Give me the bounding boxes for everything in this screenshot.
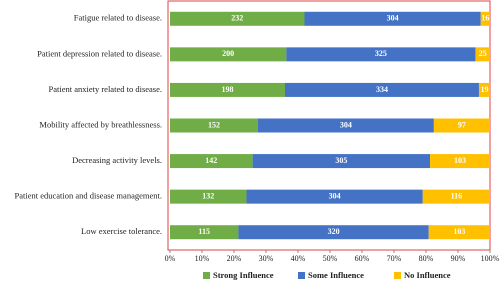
legend-swatch: [203, 272, 210, 279]
x-tick-label: 10%: [195, 254, 210, 263]
bar-segment: [170, 154, 253, 169]
value-label: 304: [340, 120, 352, 129]
bar-segment: [170, 225, 239, 240]
bar-segment: [284, 82, 479, 97]
bar-segment: [478, 82, 490, 97]
value-label: 103: [454, 156, 466, 165]
value-label: 232: [231, 14, 243, 23]
value-label: 320: [328, 227, 340, 236]
legend-label: No Influence: [404, 270, 451, 280]
x-tick-label: 70%: [387, 254, 402, 263]
category-label: Mobility affected by breathlessness.: [39, 119, 162, 129]
value-label: 25: [479, 49, 487, 58]
category-label: Low exercise tolerance.: [81, 226, 162, 236]
category-label: Patient depression related to disease.: [37, 48, 162, 58]
value-label: 115: [198, 227, 210, 236]
legend-swatch: [394, 272, 401, 279]
value-label: 142: [205, 156, 217, 165]
category-label: Fatigue related to disease.: [74, 13, 162, 23]
bar-segment: [238, 225, 429, 240]
x-tick-label: 60%: [355, 254, 370, 263]
legend-swatch: [298, 272, 305, 279]
bar-segment: [170, 189, 247, 204]
x-tick-label: 20%: [227, 254, 242, 263]
legend-label: Some Influence: [308, 270, 364, 280]
legend-label: Strong Influence: [213, 270, 274, 280]
value-label: 304: [387, 14, 399, 23]
x-tick-label: 0%: [165, 254, 176, 263]
bar-segment: [170, 11, 305, 26]
value-label: 97: [458, 120, 466, 129]
bar-segment: [475, 47, 490, 62]
bar-segment: [422, 189, 490, 204]
category-label: Patient education and disease management…: [14, 191, 162, 201]
bar-segment: [170, 47, 287, 62]
bar-segment: [428, 225, 490, 240]
bar-segment: [430, 154, 490, 169]
bar-segment: [252, 154, 431, 169]
x-tick-label: 80%: [419, 254, 434, 263]
value-label: 334: [376, 85, 388, 94]
value-label: 132: [202, 191, 214, 200]
x-tick-label: 100%: [481, 254, 500, 263]
value-label: 198: [221, 85, 233, 94]
category-label: Decreasing activity levels.: [72, 155, 162, 165]
value-label: 200: [222, 49, 234, 58]
value-label: 325: [375, 49, 387, 58]
category-label: Patient anxiety related to disease.: [48, 84, 162, 94]
bar-segment: [257, 118, 434, 133]
value-label: 116: [451, 191, 463, 200]
value-label: 103: [453, 227, 465, 236]
x-tick-label: 30%: [259, 254, 274, 263]
bar-segment: [286, 47, 476, 62]
value-label: 152: [208, 120, 220, 129]
bar-segment: [246, 189, 423, 204]
value-label: 19: [480, 85, 488, 94]
x-tick-label: 40%: [291, 254, 306, 263]
bar-segment: [170, 82, 285, 97]
bar-segment: [480, 11, 490, 26]
bar-segment: [304, 11, 481, 26]
value-label: 16: [481, 14, 489, 23]
value-label: 305: [335, 156, 347, 165]
x-tick-label: 50%: [323, 254, 338, 263]
x-tick-label: 90%: [451, 254, 466, 263]
bar-segment: [433, 118, 490, 133]
value-label: 304: [329, 191, 341, 200]
bar-segment: [170, 118, 258, 133]
